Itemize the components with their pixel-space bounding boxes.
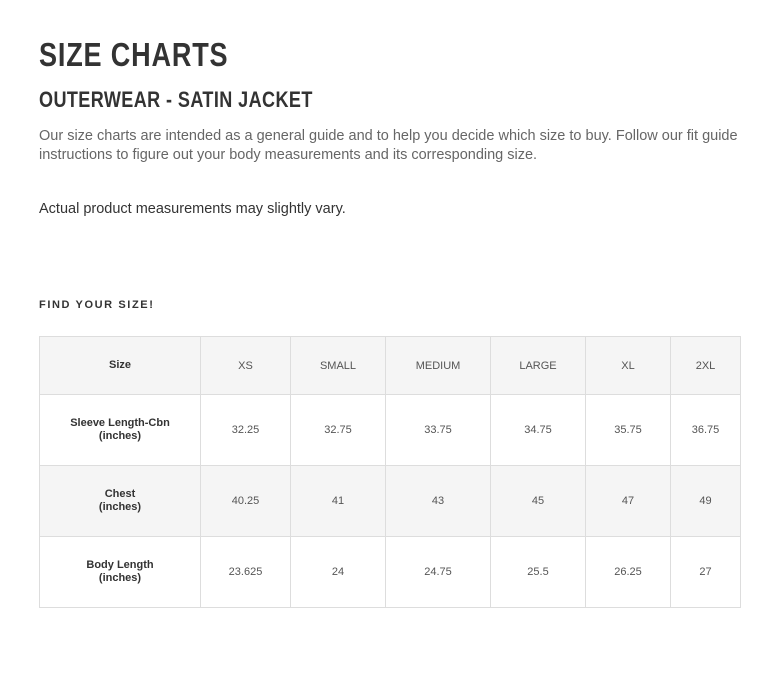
cell: 32.25: [200, 394, 291, 466]
measurement-note: Actual product measurements may slightly…: [39, 201, 346, 217]
table-header-row: Size XS SMALL MEDIUM LARGE XL 2XL: [39, 336, 741, 395]
header-medium: MEDIUM: [385, 336, 491, 395]
cell: 24.75: [385, 536, 491, 608]
cell: 25.5: [490, 536, 586, 608]
cell: 47: [585, 465, 671, 537]
size-chart-table: Size XS SMALL MEDIUM LARGE XL 2XL Sleeve…: [39, 336, 741, 608]
row-label-text: Chest: [104, 488, 136, 500]
header-xl: XL: [585, 336, 671, 395]
cell: 26.25: [585, 536, 671, 608]
row-unit: (inches): [98, 430, 142, 442]
product-subtitle: OUTERWEAR - SATIN JACKET: [39, 87, 313, 112]
cell: 34.75: [490, 394, 586, 466]
cell: 24: [290, 536, 386, 608]
intro-text: Our size charts are intended as a genera…: [39, 128, 738, 163]
header-xs: XS: [200, 336, 291, 395]
row-unit: (inches): [98, 501, 142, 513]
row-unit: (inches): [98, 572, 142, 584]
cell: 35.75: [585, 394, 671, 466]
table-row: Body Length (inches) 23.625 24 24.75 25.5…: [39, 536, 741, 608]
row-label: Body Length (inches): [39, 536, 201, 608]
cell: 36.75: [670, 394, 741, 466]
header-small: SMALL: [290, 336, 386, 395]
page-title: SIZE CHARTS: [39, 36, 229, 73]
cell: 49: [670, 465, 741, 537]
header-large: LARGE: [490, 336, 586, 395]
row-label: Sleeve Length-Cbn (inches): [39, 394, 201, 466]
header-2xl: 2XL: [670, 336, 741, 395]
row-label-text: Sleeve Length-Cbn: [70, 417, 170, 429]
row-label-text: Body Length: [86, 559, 154, 571]
cell: 40.25: [200, 465, 291, 537]
cell: 45: [490, 465, 586, 537]
cell: 41: [290, 465, 386, 537]
cell: 33.75: [385, 394, 491, 466]
find-your-size-label: FIND YOUR SIZE!: [39, 299, 155, 311]
table-row: Chest (inches) 40.25 41 43 45 47 49: [39, 465, 741, 537]
table-row: Sleeve Length-Cbn (inches) 32.25 32.75 33…: [39, 394, 741, 466]
cell: 43: [385, 465, 491, 537]
cell: 23.625: [200, 536, 291, 608]
row-label: Chest (inches): [39, 465, 201, 537]
cell: 27: [670, 536, 741, 608]
cell: 32.75: [290, 394, 386, 466]
header-size: Size: [39, 336, 201, 395]
